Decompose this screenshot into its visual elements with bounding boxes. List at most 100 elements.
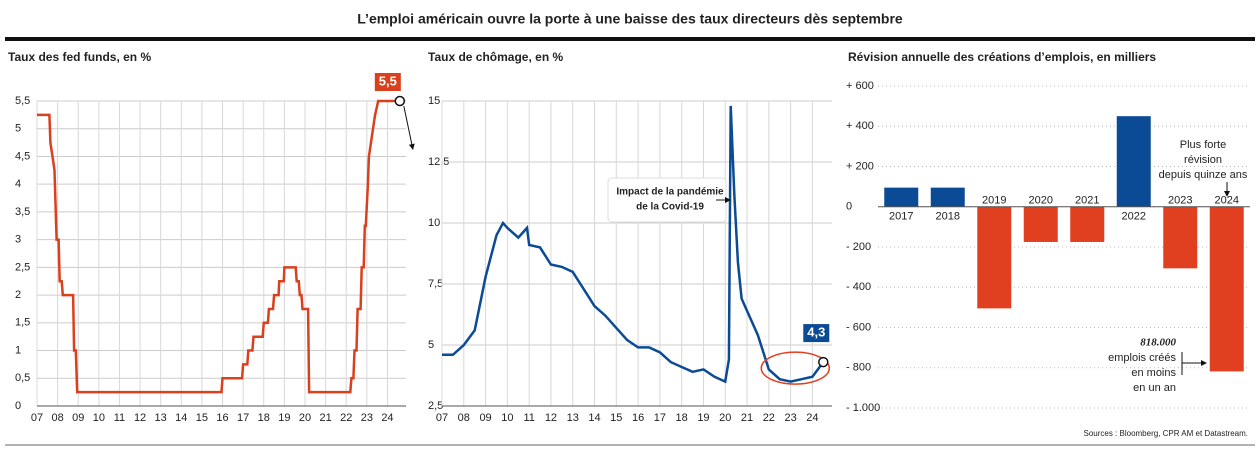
x-tick-label: 11 bbox=[114, 412, 125, 424]
x-tick-label: 2022 bbox=[1122, 211, 1146, 223]
annotation: depuis quinze ans bbox=[1159, 169, 1248, 181]
x-tick-label: 2021 bbox=[1075, 195, 1099, 207]
chart-title: Révision annuelle des créations d’emploi… bbox=[848, 50, 1156, 64]
bar bbox=[977, 206, 1012, 309]
x-tick-label: 15 bbox=[196, 412, 208, 424]
bar bbox=[884, 187, 919, 207]
bar bbox=[1070, 206, 1105, 242]
x-tick-label: 20 bbox=[299, 412, 311, 424]
x-tick-label: 16 bbox=[216, 412, 228, 424]
end-marker bbox=[394, 95, 406, 107]
x-tick-label: 10 bbox=[93, 412, 105, 424]
y-tick-label: 7,5 bbox=[428, 278, 443, 290]
y-tick-label: + 400 bbox=[846, 120, 874, 132]
bar bbox=[1116, 116, 1151, 207]
x-tick-label: 13 bbox=[155, 412, 167, 424]
x-tick-label: 14 bbox=[175, 412, 187, 424]
x-tick-label: 09 bbox=[72, 412, 84, 424]
y-tick-label: 10 bbox=[428, 217, 440, 229]
y-tick-label: 3,5 bbox=[15, 206, 30, 218]
y-tick-label: - 200 bbox=[846, 241, 871, 253]
bar bbox=[930, 187, 965, 207]
y-tick-label: - 600 bbox=[846, 321, 871, 333]
x-tick-label: 12 bbox=[134, 412, 146, 424]
highlight bbox=[760, 351, 831, 385]
y-tick-label: - 800 bbox=[846, 362, 871, 374]
x-tick-label: 19 bbox=[278, 412, 290, 424]
bracket bbox=[1181, 352, 1206, 375]
line bbox=[442, 105, 825, 384]
y-tick-label: + 200 bbox=[846, 160, 874, 172]
y-tick-label: 5 bbox=[15, 123, 21, 135]
end-label: 5,5 bbox=[379, 73, 397, 88]
x-tick-label: 17 bbox=[237, 412, 249, 424]
y-tick-label: 3 bbox=[15, 234, 21, 246]
annotation: en moins bbox=[1131, 367, 1176, 379]
annotation: Plus forte bbox=[1180, 139, 1226, 151]
bar bbox=[1023, 206, 1058, 242]
x-tick-label: 22 bbox=[340, 412, 352, 424]
y-tick-label: 12,5 bbox=[428, 156, 449, 168]
annotation: 818.000 bbox=[1140, 337, 1176, 349]
x-tick-label: 23 bbox=[361, 412, 373, 424]
x-tick-label: 21 bbox=[319, 412, 331, 424]
arrow bbox=[403, 105, 415, 150]
annotation: emplois créés bbox=[1108, 352, 1176, 364]
x-tick-label: 19 bbox=[697, 412, 709, 424]
y-tick-label: 1 bbox=[15, 344, 21, 356]
x-tick-label: 07 bbox=[31, 412, 43, 424]
x-tick-label: 12 bbox=[545, 412, 557, 424]
x-tick-label: 18 bbox=[258, 412, 270, 424]
x-tick-label: 10 bbox=[501, 412, 513, 424]
y-tick-label: - 400 bbox=[846, 281, 871, 293]
x-tick-label: 23 bbox=[784, 412, 796, 424]
x-tick-label: 2023 bbox=[1168, 195, 1192, 207]
y-tick-label: 15 bbox=[428, 95, 440, 107]
chart-title: Taux des fed funds, en % bbox=[8, 50, 151, 64]
annotation: de la Covid-19 bbox=[636, 202, 704, 213]
y-tick-label: 0,5 bbox=[15, 372, 30, 384]
bar bbox=[1209, 206, 1244, 372]
x-tick-label: 13 bbox=[567, 412, 579, 424]
x-tick-label: 20 bbox=[719, 412, 731, 424]
annotation: révision bbox=[1184, 154, 1222, 166]
x-tick-label: 14 bbox=[588, 412, 600, 424]
x-tick-label: 2020 bbox=[1029, 195, 1053, 207]
x-tick-label: 16 bbox=[632, 412, 644, 424]
y-tick-label: 5,5 bbox=[15, 95, 30, 107]
x-tick-label: 2024 bbox=[1215, 195, 1239, 207]
x-tick-label: 15 bbox=[610, 412, 622, 424]
y-tick-label: - 1.000 bbox=[846, 402, 880, 414]
x-tick-label: 24 bbox=[806, 412, 818, 424]
y-tick-label: 1,5 bbox=[15, 317, 30, 329]
x-tick-label: 21 bbox=[741, 412, 753, 424]
y-tick-label: 0 bbox=[15, 400, 21, 412]
page-title: L’emploi américain ouvre la porte à une … bbox=[357, 11, 903, 27]
end-marker bbox=[818, 356, 829, 368]
chart-title: Taux de chômage, en % bbox=[428, 50, 563, 64]
label-box bbox=[607, 177, 727, 223]
x-tick-label: 24 bbox=[381, 412, 393, 424]
x-tick-label: 18 bbox=[676, 412, 688, 424]
y-tick-label: 4,5 bbox=[15, 150, 30, 162]
end-label: 4,3 bbox=[807, 325, 825, 340]
x-tick-label: 17 bbox=[654, 412, 666, 424]
x-tick-label: 11 bbox=[523, 412, 534, 424]
x-tick-label: 2018 bbox=[936, 211, 960, 223]
line bbox=[37, 99, 400, 394]
y-tick-label: 2,5 bbox=[15, 261, 30, 273]
label-box bbox=[374, 73, 401, 91]
x-tick-label: 2019 bbox=[982, 195, 1006, 207]
source: Sources : Bloomberg, CPR AM et Datastrea… bbox=[1083, 429, 1248, 438]
annotation: Impact de la pandémie bbox=[616, 187, 724, 198]
x-tick-label: 08 bbox=[51, 412, 63, 424]
x-tick-label: 2017 bbox=[889, 211, 913, 223]
label-box bbox=[803, 324, 830, 343]
y-tick-label: 2,5 bbox=[428, 400, 443, 412]
y-tick-label: 2 bbox=[15, 289, 21, 301]
x-tick-label: 08 bbox=[458, 412, 470, 424]
y-tick-label: 0 bbox=[846, 201, 852, 213]
bar bbox=[1163, 206, 1198, 269]
y-tick-label: + 600 bbox=[846, 80, 874, 92]
